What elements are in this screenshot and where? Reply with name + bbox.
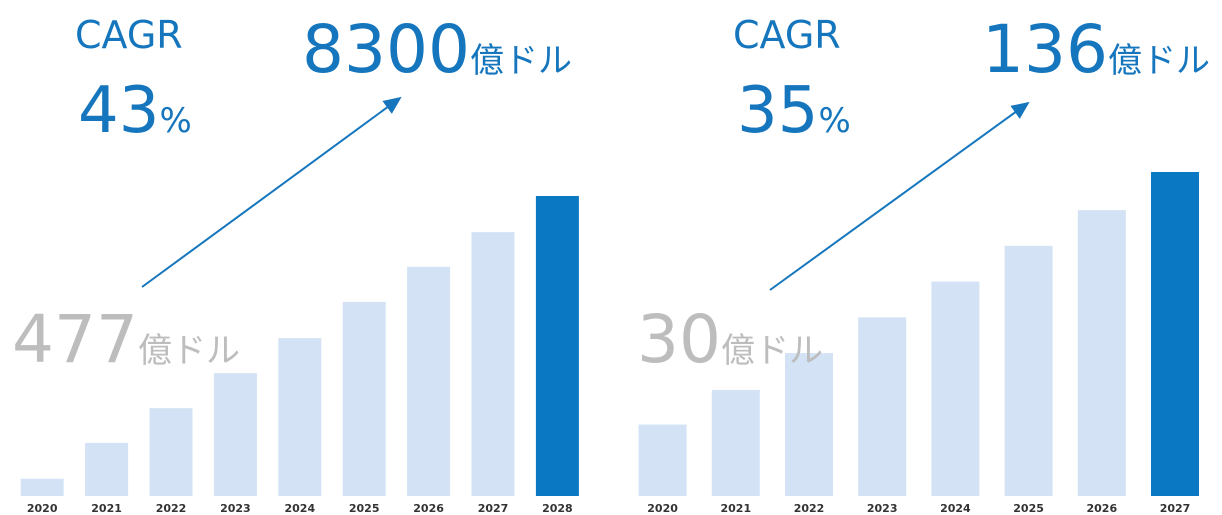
x-tick-label: 2024 — [284, 502, 315, 515]
start-value: 30億ドル — [637, 301, 823, 378]
x-tick-label: 2021 — [720, 502, 751, 515]
bar — [785, 353, 833, 496]
cagr-value: 43% — [78, 74, 192, 148]
bar — [149, 408, 193, 496]
x-tick-label: 2026 — [413, 502, 444, 515]
x-tick-label: 2023 — [867, 502, 898, 515]
end-value: 8300億ドル — [302, 11, 572, 88]
bar — [1151, 172, 1199, 496]
x-tick-label: 2027 — [1160, 502, 1191, 515]
cagr-label: CAGR — [75, 13, 183, 57]
bar — [638, 424, 687, 496]
start-number: 30 — [637, 301, 721, 378]
start-number: 477 — [12, 301, 138, 378]
end-unit: 億ドル — [1108, 41, 1210, 81]
cagr-number: 43 — [78, 74, 159, 148]
bar — [278, 338, 322, 496]
cagr-unit: % — [159, 101, 191, 141]
x-tick-label: 2025 — [1013, 502, 1044, 515]
start-value: 477億ドル — [12, 301, 240, 378]
bar — [1077, 210, 1126, 496]
x-tick-label: 2028 — [542, 502, 573, 515]
end-number: 8300 — [302, 11, 470, 88]
cagr-unit: % — [818, 101, 850, 141]
growth-arrow — [769, 101, 1030, 291]
x-tick-label: 2024 — [940, 502, 971, 515]
x-tick-label: 2022 — [156, 502, 187, 515]
start-unit: 億ドル — [138, 331, 240, 371]
x-tick-label: 2026 — [1086, 502, 1117, 515]
cagr-label: CAGR — [733, 13, 841, 57]
x-tick-label: 2027 — [478, 502, 509, 515]
cagr-value: 35% — [737, 74, 851, 148]
bar — [711, 389, 760, 496]
bar — [20, 478, 64, 496]
x-tick-label: 2020 — [647, 502, 678, 515]
bar — [407, 266, 451, 496]
start-unit: 億ドル — [721, 331, 823, 371]
x-tick-label: 2021 — [91, 502, 122, 515]
x-tick-label: 2023 — [220, 502, 251, 515]
x-tick-label: 2020 — [27, 502, 58, 515]
bar — [85, 442, 129, 496]
bar — [858, 317, 907, 496]
bar — [1004, 245, 1053, 496]
growth-arrow — [141, 96, 402, 288]
x-tick-label: 2025 — [349, 502, 380, 515]
bar — [931, 281, 980, 496]
x-tick-label: 2022 — [794, 502, 825, 515]
end-unit: 億ドル — [470, 41, 572, 81]
bar — [213, 373, 257, 496]
end-value: 136億ドル — [982, 11, 1210, 88]
bar — [535, 196, 579, 496]
bar — [342, 301, 386, 496]
bar — [471, 232, 515, 496]
cagr-number: 35 — [737, 74, 818, 148]
end-number: 136 — [982, 11, 1108, 88]
